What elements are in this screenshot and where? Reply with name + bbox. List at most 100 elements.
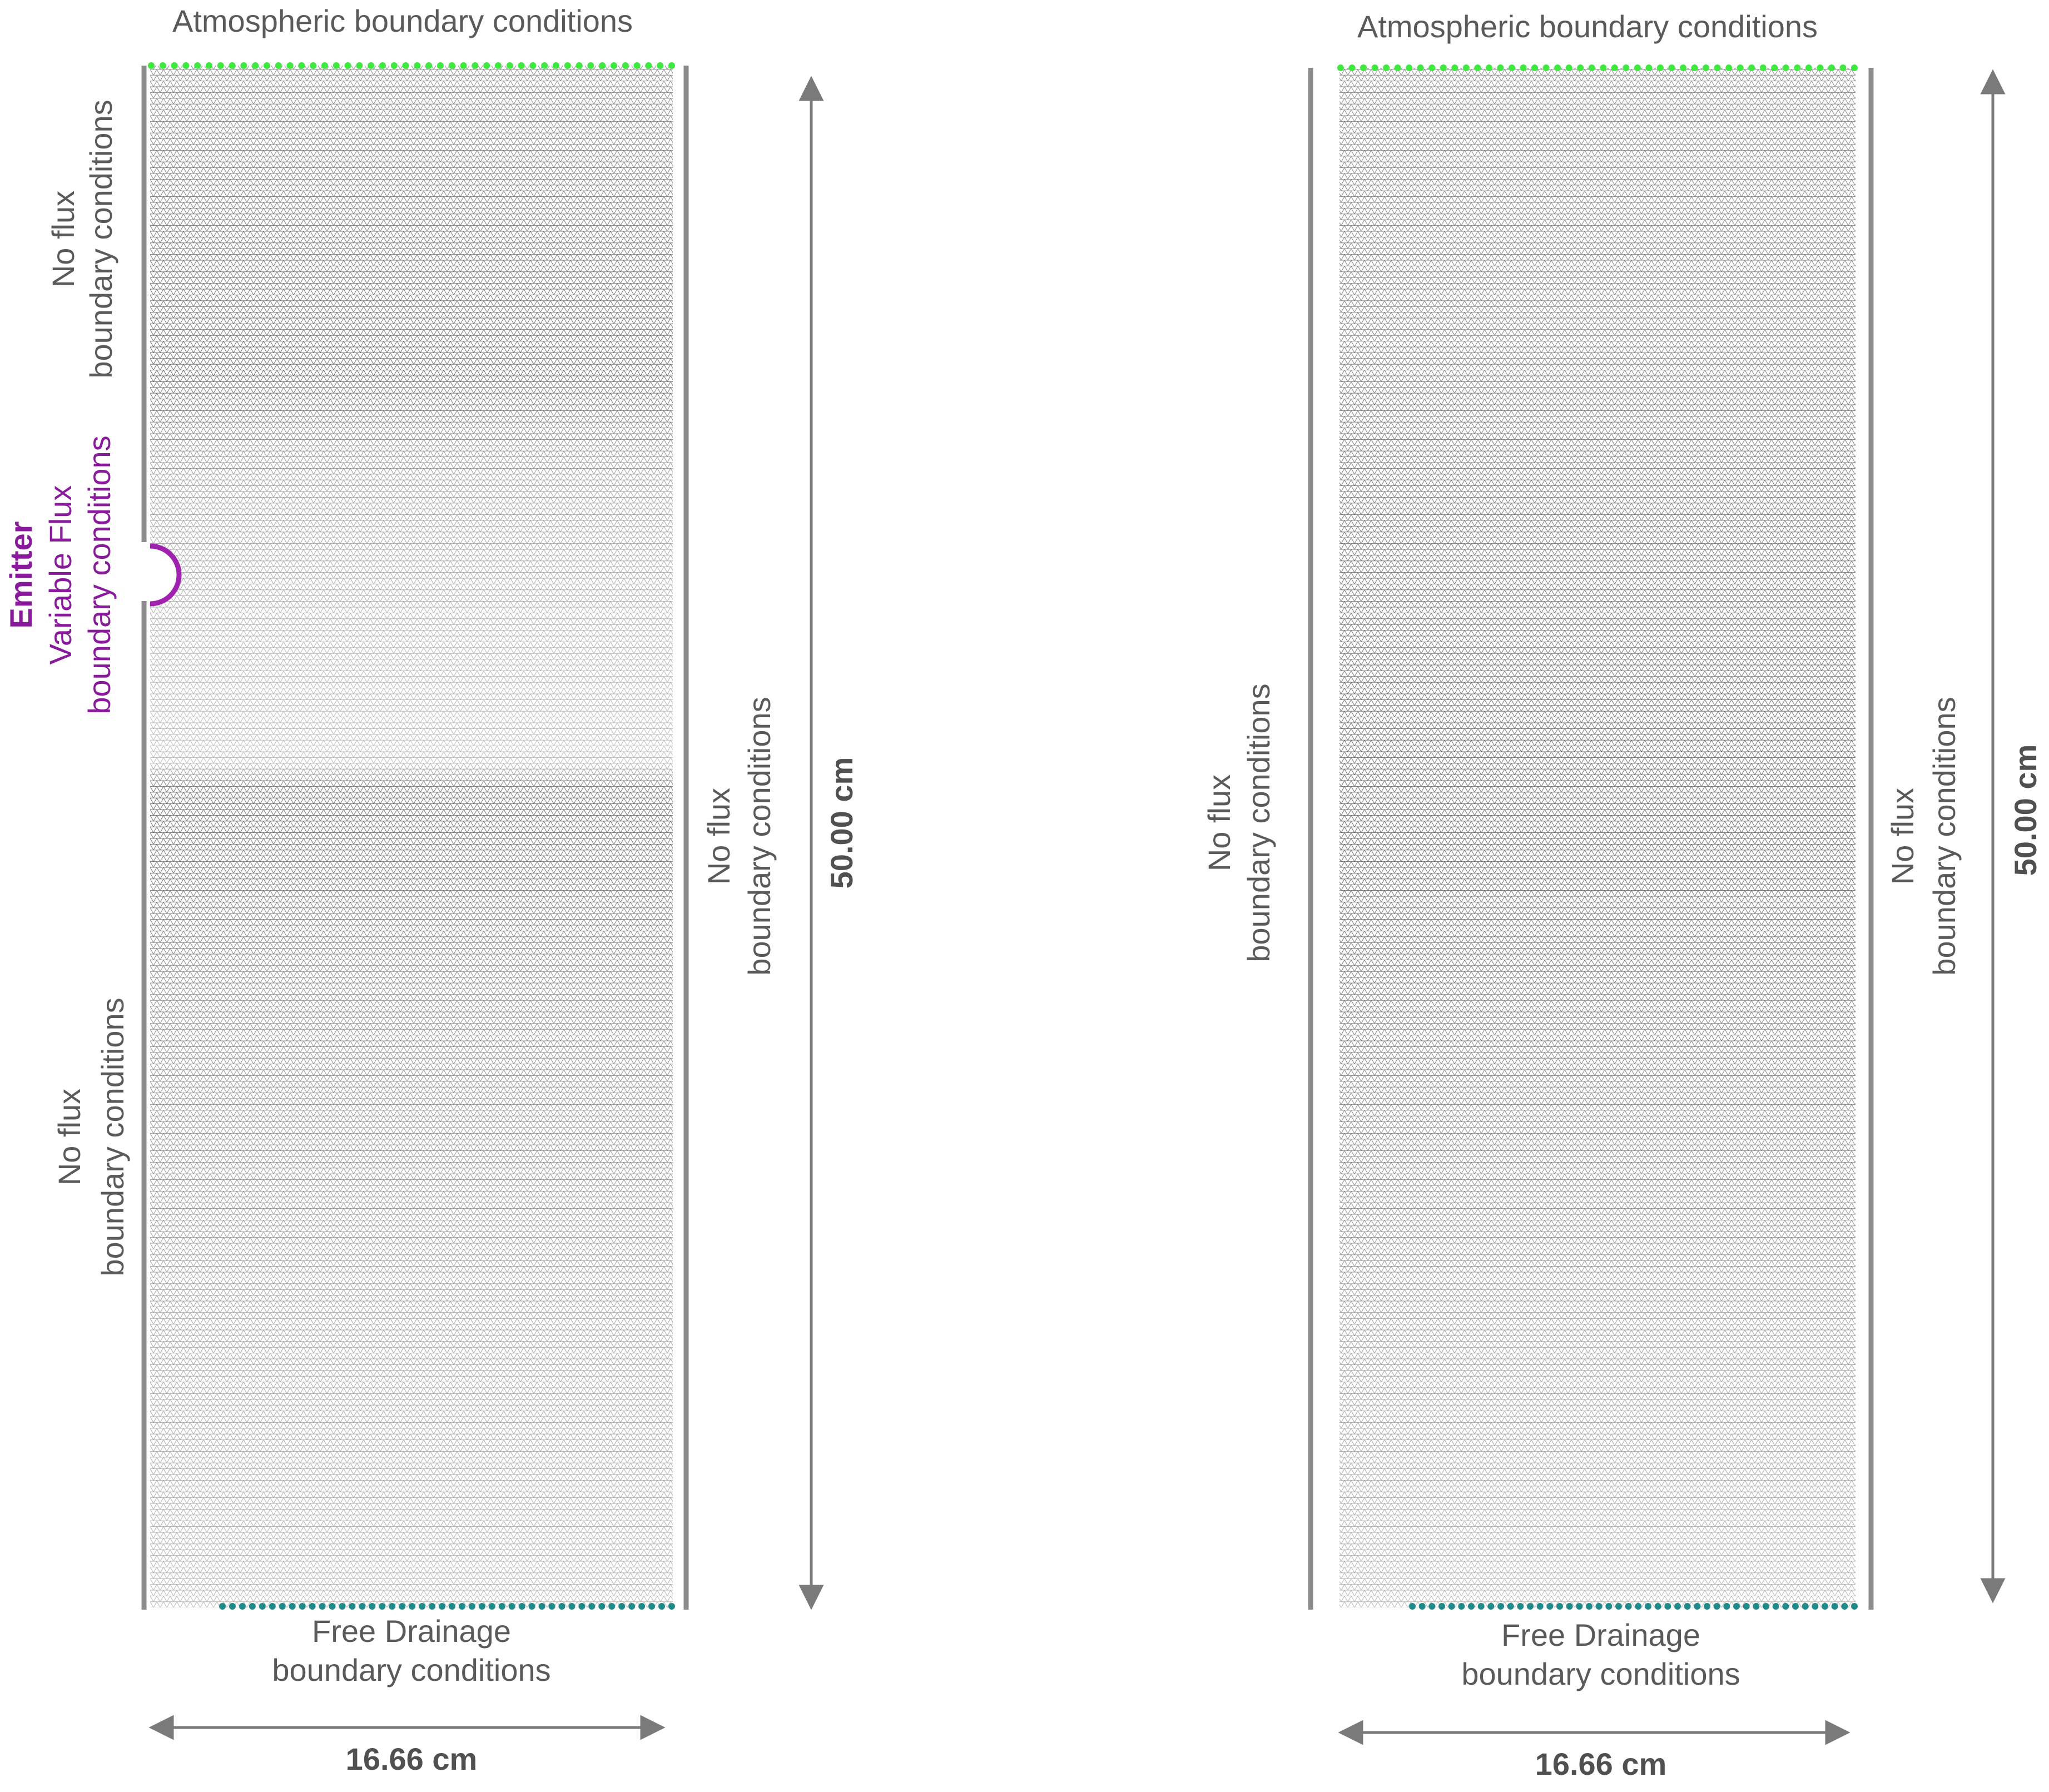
node xyxy=(437,62,444,69)
node xyxy=(1542,64,1550,71)
node xyxy=(1611,64,1618,71)
node xyxy=(506,62,513,69)
node xyxy=(269,1603,276,1610)
node xyxy=(558,1603,565,1610)
node xyxy=(1805,64,1812,71)
node xyxy=(1509,64,1515,71)
side-label: No flux xyxy=(52,1089,87,1185)
panel-left: Atmospheric boundary conditions No flux … xyxy=(3,3,859,1776)
node xyxy=(1565,64,1572,71)
top-label: Atmospheric boundary conditions xyxy=(172,3,633,38)
node xyxy=(194,62,201,69)
node xyxy=(1654,1603,1661,1610)
emitter xyxy=(150,543,182,607)
node xyxy=(1771,64,1778,71)
node xyxy=(1851,64,1858,71)
node xyxy=(1694,1603,1701,1610)
node xyxy=(171,62,178,69)
node xyxy=(1748,64,1755,71)
node xyxy=(1409,1603,1416,1610)
node xyxy=(1371,64,1378,71)
node xyxy=(1743,1603,1750,1610)
side-label: boundary conditions xyxy=(95,997,130,1276)
node xyxy=(148,62,155,69)
node xyxy=(498,1603,505,1610)
node xyxy=(379,1603,386,1610)
node xyxy=(1645,1603,1651,1610)
node xyxy=(1625,1603,1632,1610)
node xyxy=(1725,64,1733,71)
node xyxy=(1497,1603,1504,1610)
node xyxy=(239,1603,246,1610)
node xyxy=(599,62,606,69)
node xyxy=(575,62,583,69)
node xyxy=(1383,64,1390,71)
node xyxy=(448,1603,455,1610)
node xyxy=(1615,1603,1622,1610)
node xyxy=(259,1603,266,1610)
node xyxy=(608,1603,616,1610)
node xyxy=(1576,1603,1583,1610)
node xyxy=(1733,1603,1740,1610)
node xyxy=(587,62,594,69)
node xyxy=(329,1603,336,1610)
node xyxy=(1438,1603,1445,1610)
node xyxy=(529,62,537,69)
node xyxy=(1723,1603,1730,1610)
height-label: 50.00 cm xyxy=(824,757,859,889)
node xyxy=(1348,64,1356,71)
node xyxy=(1684,1603,1691,1610)
node xyxy=(229,62,236,69)
node xyxy=(1812,1603,1819,1610)
node xyxy=(1822,1603,1828,1610)
node xyxy=(1485,64,1492,71)
node xyxy=(658,1603,666,1610)
node xyxy=(206,62,212,69)
node xyxy=(668,62,675,69)
node xyxy=(1507,1603,1514,1610)
node xyxy=(508,1603,515,1610)
node xyxy=(668,1603,675,1610)
mesh-density xyxy=(150,66,673,1607)
node xyxy=(1839,64,1847,71)
node xyxy=(495,62,502,69)
side-label: boundary conditions xyxy=(742,697,777,975)
node xyxy=(645,62,652,69)
node xyxy=(541,62,548,69)
node xyxy=(319,1603,326,1610)
width-label: 16.66 cm xyxy=(346,1741,478,1776)
node xyxy=(1451,64,1458,71)
node xyxy=(638,1603,646,1610)
node xyxy=(1763,1603,1769,1610)
node xyxy=(1792,1603,1799,1610)
side-label: boundary conditions xyxy=(1927,697,1962,975)
bottom-label: boundary conditions xyxy=(1461,1656,1740,1691)
node xyxy=(564,62,571,69)
node xyxy=(275,62,282,69)
node xyxy=(439,1603,446,1610)
mesh-density xyxy=(1339,68,1855,1607)
node xyxy=(1759,64,1767,71)
node xyxy=(1546,1603,1554,1610)
side-label: No flux xyxy=(1202,775,1237,871)
node xyxy=(648,1603,656,1610)
node xyxy=(390,62,398,69)
node xyxy=(483,62,490,69)
node xyxy=(299,1603,306,1610)
node xyxy=(379,62,386,69)
node xyxy=(309,1603,316,1610)
node xyxy=(1794,64,1801,71)
node xyxy=(289,1603,296,1610)
side-label: boundary conditions xyxy=(1241,683,1276,962)
node xyxy=(1417,64,1424,71)
node xyxy=(1406,64,1413,71)
node xyxy=(217,62,224,69)
node xyxy=(1635,1603,1642,1610)
node xyxy=(1772,1603,1779,1610)
node xyxy=(1468,1603,1475,1610)
node xyxy=(611,62,617,69)
height-label: 50.00 cm xyxy=(2008,744,2043,876)
node xyxy=(460,62,467,69)
node xyxy=(310,62,317,69)
